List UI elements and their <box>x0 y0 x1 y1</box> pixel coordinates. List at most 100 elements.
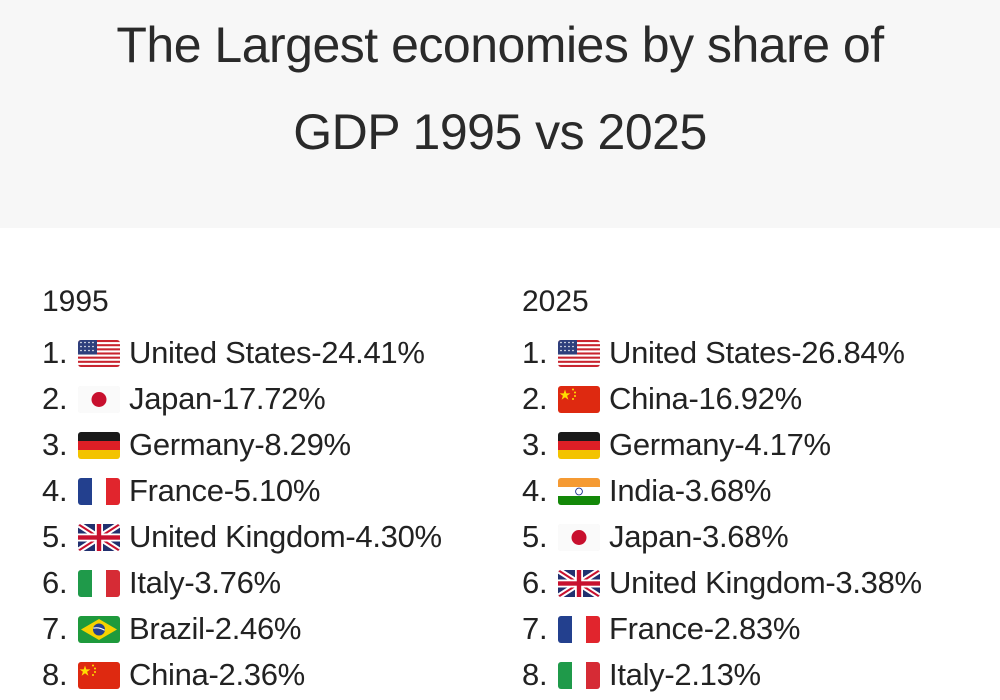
country-name: United States <box>609 335 792 370</box>
separator: - <box>254 427 265 462</box>
country-name: Japan <box>609 519 692 554</box>
rank-number: 6. <box>522 565 548 600</box>
gdp-share: 3.68% <box>702 519 789 554</box>
gdp-share: 2.83% <box>713 611 801 646</box>
list-item: 1. United States - 24.41% <box>42 330 442 376</box>
separator: - <box>223 473 234 508</box>
gdp-share: 2.36% <box>218 657 306 692</box>
separator: - <box>211 381 222 416</box>
italy-flag-icon <box>78 569 120 597</box>
gdp-share: 4.17% <box>744 427 831 462</box>
gdp-share: 2.46% <box>214 611 302 646</box>
country-name: United States <box>129 335 312 370</box>
gdp-share: 16.92% <box>698 381 803 416</box>
rank-number: 5. <box>522 519 548 554</box>
column-year: 2025 <box>522 285 589 318</box>
rank-number: 2. <box>522 381 548 416</box>
ranking-column-2025: 2025 1. United States - 26.84% 2. China … <box>522 282 922 698</box>
china-flag-icon <box>558 385 600 413</box>
country-name: China <box>609 381 689 416</box>
gdp-share: 3.76% <box>194 565 281 600</box>
ranking-list: 1. United States - 24.41% 2. Japan - 17.… <box>42 330 442 698</box>
china-flag-icon <box>78 661 120 689</box>
list-item: 7. Brazil - 2.46% <box>42 606 442 652</box>
country-name: Italy <box>129 565 185 600</box>
japan-flag-icon <box>78 385 120 413</box>
separator: - <box>825 565 836 600</box>
rank-number: 5. <box>42 519 68 554</box>
gdp-share: 8.29% <box>264 427 351 462</box>
country-name: Italy <box>609 657 665 692</box>
uk-flag-icon <box>558 569 600 597</box>
ranking-column-1995: 1995 1. United States - 24.41% 2. Japan … <box>42 282 442 698</box>
list-item: 8. Italy - 2.13% <box>522 652 922 698</box>
country-name: China <box>129 657 209 692</box>
list-item: 6. Italy - 3.76% <box>42 560 442 606</box>
separator: - <box>674 473 685 508</box>
country-name: United Kingdom <box>609 565 826 600</box>
country-name: France <box>129 473 224 508</box>
japan-flag-icon <box>558 523 600 551</box>
india-flag-icon <box>558 477 600 505</box>
list-item: 2. Japan - 17.72% <box>42 376 442 422</box>
gdp-share: 26.84% <box>801 335 905 370</box>
france-flag-icon <box>78 477 120 505</box>
brazil-flag-icon <box>78 615 120 643</box>
country-name: Germany <box>129 427 255 462</box>
separator: - <box>691 519 702 554</box>
separator: - <box>208 657 219 692</box>
rank-number: 7. <box>522 611 548 646</box>
list-item: 1. United States - 26.84% <box>522 330 922 376</box>
germany-flag-icon <box>78 431 120 459</box>
separator: - <box>184 565 195 600</box>
country-name: France <box>609 611 704 646</box>
us-flag-icon <box>558 339 600 367</box>
country-name: Japan <box>129 381 212 416</box>
country-name: United Kingdom <box>129 519 346 554</box>
list-item: 5. Japan - 3.68% <box>522 514 922 560</box>
list-item: 2. China - 16.92% <box>522 376 922 422</box>
italy-flag-icon <box>558 661 600 689</box>
rank-number: 4. <box>522 473 548 508</box>
rank-number: 8. <box>522 657 548 692</box>
separator: - <box>791 335 802 370</box>
gdp-share: 24.41% <box>321 335 425 370</box>
rank-number: 3. <box>42 427 68 462</box>
country-name: Brazil <box>129 611 205 646</box>
list-item: 3. Germany - 8.29% <box>42 422 442 468</box>
list-item: 4. India - 3.68% <box>522 468 922 514</box>
list-item: 5. United Kingdom - 4.30% <box>42 514 442 560</box>
list-item: 4. France - 5.10% <box>42 468 442 514</box>
column-year: 1995 <box>42 285 109 318</box>
rank-number: 1. <box>42 335 68 370</box>
title-line-2: GDP 1995 vs 2025 <box>293 104 707 160</box>
rank-number: 8. <box>42 657 68 692</box>
rank-number: 1. <box>522 335 548 370</box>
title-band <box>0 0 1000 228</box>
list-item: 8. China - 2.36% <box>42 652 442 698</box>
list-item: 6. United Kingdom - 3.38% <box>522 560 922 606</box>
gdp-share: 3.38% <box>835 565 922 600</box>
us-flag-icon <box>78 339 120 367</box>
gdp-share: 5.10% <box>233 473 321 508</box>
gdp-share: 2.13% <box>674 657 761 692</box>
gdp-share: 3.68% <box>684 473 772 508</box>
separator: - <box>204 611 215 646</box>
separator: - <box>734 427 745 462</box>
country-name: Germany <box>609 427 735 462</box>
rank-number: 4. <box>42 473 68 508</box>
separator: - <box>311 335 322 370</box>
separator: - <box>688 381 699 416</box>
title-line-1: The Largest economies by share of <box>116 17 884 73</box>
separator: - <box>703 611 714 646</box>
uk-flag-icon <box>78 523 120 551</box>
germany-flag-icon <box>558 431 600 459</box>
gdp-share: 17.72% <box>222 381 326 416</box>
rank-number: 7. <box>42 611 68 646</box>
separator: - <box>664 657 675 692</box>
rank-number: 6. <box>42 565 68 600</box>
country-name: India <box>609 473 675 508</box>
rank-number: 2. <box>42 381 68 416</box>
gdp-share: 4.30% <box>355 519 442 554</box>
rank-number: 3. <box>522 427 548 462</box>
